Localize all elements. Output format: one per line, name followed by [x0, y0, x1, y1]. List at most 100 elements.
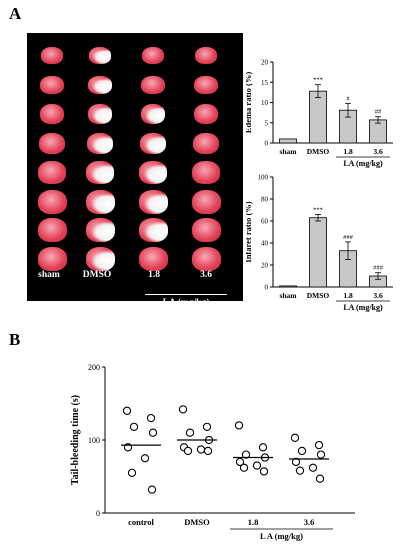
- data-point: [127, 468, 137, 477]
- brain-slice: [85, 218, 115, 242]
- data-point: [291, 457, 301, 467]
- y-tick-label: 0: [96, 509, 100, 518]
- data-point: [196, 445, 206, 454]
- y-tick-label: 0: [265, 140, 269, 148]
- x-tick-label: 1.8: [343, 147, 353, 156]
- brain-slice: [89, 47, 111, 64]
- y-axis-title: Edema ratio (%): [246, 72, 253, 134]
- brain-slice: [38, 161, 66, 184]
- y-axis-title: Tail-bleeding time (s): [70, 395, 81, 485]
- brain-slice: [38, 132, 66, 154]
- data-point: [314, 440, 324, 450]
- brain-slice: [191, 246, 221, 271]
- data-point: [259, 467, 269, 476]
- x-axis-title: LA (mg/kg): [343, 159, 383, 168]
- infarct-ratio-chart: 0 20 40 60 80 100 sham *** DMSO ### 1.8 ### 3.6 LA (m…: [246, 174, 393, 312]
- photo-label-sham: sham: [38, 270, 60, 280]
- brain-slice: [138, 218, 168, 242]
- brain-slice: [88, 75, 112, 94]
- brain-slice: [85, 246, 115, 271]
- data-point: [290, 433, 300, 442]
- x-tick-label: sham: [279, 147, 297, 156]
- photo-group-underline: [145, 294, 227, 295]
- brain-slice: [86, 132, 114, 154]
- significance-marker: ###: [373, 265, 384, 272]
- brain-slice: [138, 189, 168, 214]
- brain-slice: [194, 75, 218, 94]
- x-tick-label: DMSO: [307, 291, 330, 300]
- y-tick-label: 40: [261, 240, 269, 248]
- x-tick-label: sham: [279, 291, 297, 300]
- x-tick-label: DMSO: [307, 147, 330, 156]
- data-point: [295, 466, 305, 475]
- significance-marker: #: [346, 95, 350, 102]
- x-tick-label: 3.6: [373, 147, 383, 156]
- bar: [279, 285, 297, 288]
- y-tick-label: 10: [261, 99, 269, 107]
- brain-slice: [87, 104, 113, 124]
- brain-slice: [37, 218, 67, 242]
- data-point: [316, 450, 326, 459]
- data-point: [258, 443, 268, 452]
- y-tick-label: 100: [258, 174, 269, 182]
- brain-slice: [140, 104, 166, 124]
- x-tick-label: 3.6: [304, 517, 315, 527]
- y-axis-title: Infaret ratio (%): [246, 201, 253, 262]
- panel-label-a: A: [9, 4, 22, 23]
- data-point: [315, 474, 325, 483]
- y-tick-label: 100: [88, 436, 100, 445]
- brain-slice: [139, 132, 167, 154]
- data-point: [122, 406, 132, 415]
- data-point: [239, 463, 249, 472]
- y-tick-label: 0: [265, 284, 269, 292]
- brain-slice: [40, 75, 64, 94]
- edema-ratio-chart: 0 5 10 15 20 sham *** DMSO #1.8 ## 3.6 LA (mg/kg) Ed…: [246, 59, 393, 168]
- brain-slice: [193, 104, 219, 124]
- data-point: [203, 446, 213, 456]
- x-tick-label: 1.8: [343, 291, 353, 300]
- bar: [279, 138, 297, 144]
- x-tick-label: 3.6: [373, 291, 383, 300]
- data-point: [129, 422, 139, 432]
- brain-slice: [192, 161, 220, 184]
- y-tick-label: 20: [261, 262, 269, 270]
- significance-marker: ***: [313, 206, 323, 213]
- photo-label-3-6: 3.6: [200, 270, 212, 280]
- data-point: [234, 421, 244, 430]
- data-point: [183, 446, 193, 456]
- data-point: [252, 461, 262, 470]
- data-point: [148, 428, 158, 437]
- bar: [309, 90, 327, 144]
- bar: [309, 217, 327, 288]
- data-point: [185, 428, 195, 437]
- y-tick-label: 200: [88, 363, 100, 372]
- y-tick-label: 80: [261, 196, 269, 204]
- x-tick-label: 1.8: [248, 517, 259, 527]
- data-point: [241, 450, 251, 459]
- y-tick-label: 60: [261, 218, 269, 226]
- brain-slice: [192, 132, 220, 154]
- brain-slice: [139, 161, 167, 184]
- significance-marker: ##: [375, 109, 382, 116]
- brain-slice: [85, 189, 115, 214]
- brain-slice: [191, 189, 221, 214]
- photo-label-1-8: 1.8: [148, 270, 160, 280]
- data-point: [146, 413, 156, 423]
- data-point: [235, 457, 245, 467]
- brain-slice: [195, 47, 217, 64]
- x-tick-label: DMSO: [184, 517, 210, 527]
- photo-group-caption: LA (mg/kg): [162, 298, 210, 308]
- brain-slice: [86, 161, 114, 184]
- brain-slice: [191, 218, 221, 242]
- data-point: [308, 463, 318, 472]
- photo-label-dmso: DMSO: [82, 270, 112, 280]
- brain-slice: [37, 189, 67, 214]
- data-point: [202, 422, 212, 432]
- x-axis-title: LA (mg/kg): [343, 303, 383, 312]
- x-axis-title: L A (mg/kg): [260, 531, 303, 541]
- y-tick-label: 15: [261, 79, 269, 87]
- brain-slice: [41, 47, 63, 64]
- data-point: [140, 454, 150, 463]
- panel-label-b: B: [9, 330, 21, 349]
- data-point: [147, 485, 157, 494]
